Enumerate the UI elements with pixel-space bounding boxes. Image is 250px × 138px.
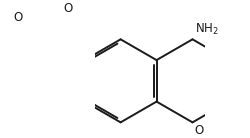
Text: O: O (14, 11, 23, 24)
Text: NH$_2$: NH$_2$ (195, 22, 219, 37)
Text: O: O (194, 124, 203, 137)
Text: O: O (63, 2, 72, 15)
